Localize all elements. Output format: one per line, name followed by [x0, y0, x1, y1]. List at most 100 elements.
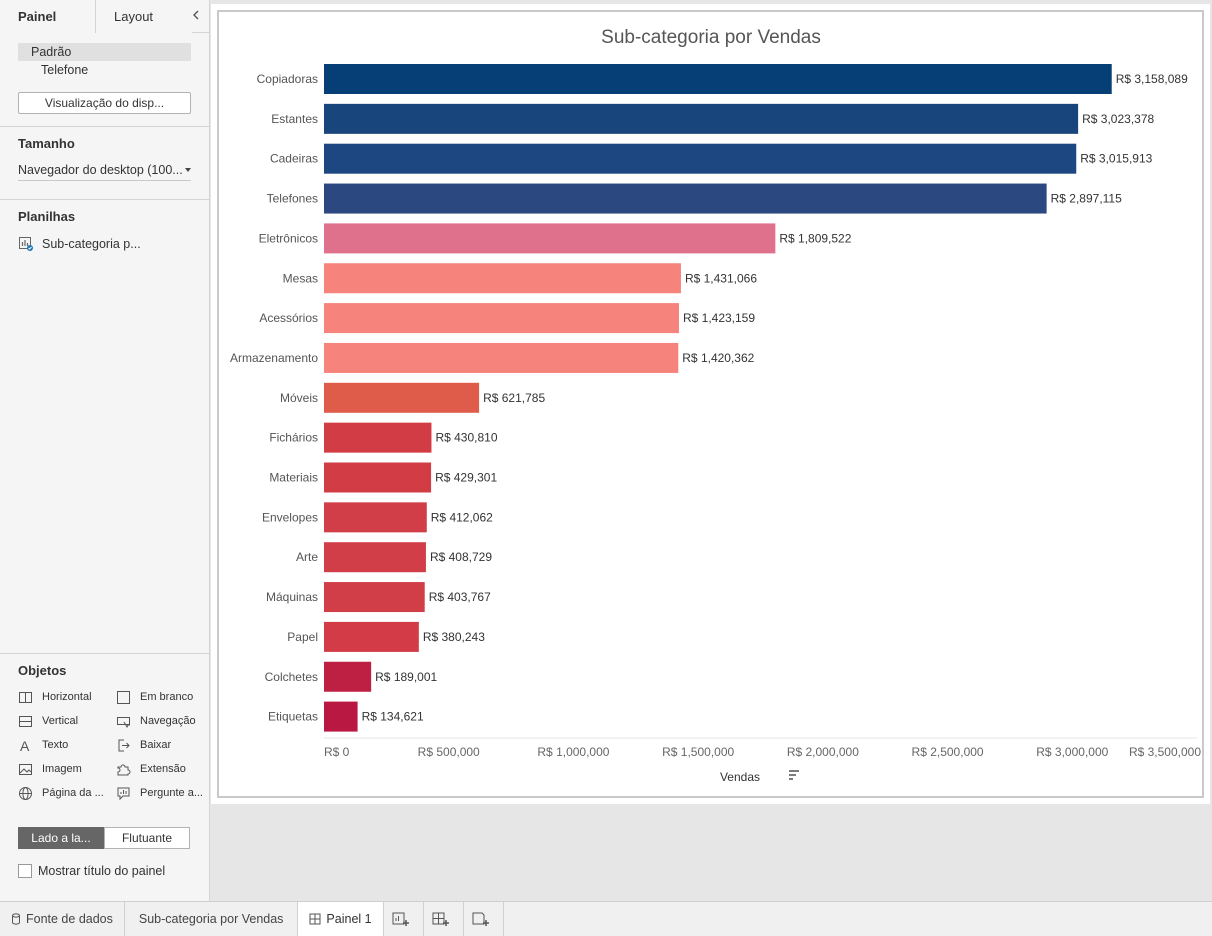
blank-icon [117, 690, 130, 704]
navigation-icon [117, 716, 130, 728]
bar-row: Arte R$ 408,729 [296, 542, 492, 573]
object-label: Navegação [140, 715, 196, 727]
device-item-phone[interactable]: Telefone [41, 63, 89, 77]
bar-row: Eletrônicos R$ 1,809,522 [259, 223, 852, 254]
object-horizontal[interactable]: Horizontal [18, 688, 116, 706]
bar[interactable] [324, 342, 679, 373]
bar-row: Etiquetas R$ 134,621 [268, 701, 424, 732]
tab-layout[interactable]: Layout [96, 0, 192, 33]
object-blank[interactable]: Em branco [116, 688, 214, 706]
object-navigation[interactable]: Navegação [116, 712, 214, 730]
category-label: Etiquetas [268, 710, 318, 724]
size-dropdown[interactable]: Navegador do desktop (100... [18, 159, 191, 181]
object-label: Extensão [140, 763, 186, 775]
data-label: R$ 1,809,522 [779, 231, 851, 245]
bar[interactable] [324, 502, 427, 533]
show-title-checkbox[interactable] [18, 864, 32, 878]
floating-toggle-button[interactable]: Flutuante [104, 827, 190, 849]
tab-painel[interactable]: Painel [0, 0, 96, 33]
worksheet-icon [19, 237, 33, 251]
new-dashboard-icon [432, 912, 449, 926]
object-label: Pergunte a... [140, 787, 203, 799]
category-label: Mesas [283, 271, 318, 285]
object-label: Texto [42, 739, 69, 751]
object-label: Em branco [140, 691, 194, 703]
category-label: Estantes [271, 112, 318, 126]
bar[interactable] [324, 303, 679, 334]
bar-row: Copiadoras R$ 3,158,089 [257, 64, 1188, 94]
tiled-toggle-button[interactable]: Lado a la... [18, 827, 104, 849]
new-dashboard-button[interactable] [424, 902, 464, 936]
category-label: Copiadoras [257, 72, 318, 86]
new-story-icon [472, 912, 489, 926]
show-title-option[interactable]: Mostrar título do painel [18, 864, 165, 878]
object-download[interactable]: Baixar [116, 736, 214, 754]
tab-label: Fonte de dados [26, 912, 113, 926]
bar[interactable] [324, 103, 1079, 134]
x-tick-label: R$ 1,500,000 [662, 745, 734, 759]
bar[interactable] [324, 661, 372, 692]
chevron-down-icon [185, 167, 191, 172]
bar[interactable] [324, 64, 1112, 94]
bar[interactable] [324, 183, 1047, 214]
category-label: Armazenamento [230, 351, 318, 365]
bar[interactable] [324, 422, 432, 453]
tab-label: Painel 1 [326, 912, 372, 926]
bar[interactable] [324, 582, 425, 613]
new-worksheet-button[interactable] [384, 902, 424, 936]
data-label: R$ 134,621 [362, 710, 424, 724]
object-label: Imagem [42, 763, 82, 775]
bar[interactable] [324, 542, 426, 573]
sort-icon[interactable] [789, 770, 799, 780]
dashboard-icon [309, 913, 321, 925]
object-image[interactable]: Imagem [18, 760, 116, 778]
object-text[interactable]: A Texto [18, 736, 116, 754]
bar[interactable] [324, 621, 419, 652]
device-section: Padrão Telefone Visualização do disp... [0, 33, 209, 127]
object-ask-data[interactable]: Pergunte a... [116, 784, 214, 802]
data-label: R$ 430,810 [435, 431, 497, 445]
object-web-page[interactable]: Página da ... [18, 784, 116, 802]
collapse-panel-icon[interactable] [189, 8, 203, 22]
object-vertical[interactable]: Vertical [18, 712, 116, 730]
category-label: Papel [287, 630, 318, 644]
bar[interactable] [324, 701, 358, 732]
object-label: Horizontal [42, 691, 92, 703]
bar-row: Fichários R$ 430,810 [269, 422, 498, 453]
category-label: Máquinas [266, 590, 318, 604]
data-label: R$ 412,062 [431, 510, 493, 524]
tab-worksheet[interactable]: Sub-categoria por Vendas [125, 902, 299, 936]
bar-row: Móveis R$ 621,785 [280, 382, 545, 413]
objects-title: Objetos [18, 663, 67, 678]
category-label: Colchetes [265, 670, 318, 684]
bar-row: Mesas R$ 1,431,066 [283, 263, 757, 294]
category-label: Móveis [280, 391, 318, 405]
object-extension[interactable]: Extensão [116, 760, 214, 778]
data-label: R$ 403,767 [429, 590, 491, 604]
x-tick-label: R$ 1,000,000 [537, 745, 609, 759]
x-tick-label: R$ 2,000,000 [787, 745, 859, 759]
data-label: R$ 3,158,089 [1116, 72, 1188, 86]
sheet-item[interactable]: Sub-categoria p... [0, 226, 209, 262]
image-icon [19, 763, 32, 775]
bar[interactable] [324, 263, 681, 294]
bar[interactable] [324, 462, 432, 493]
tab-data-source[interactable]: Fonte de dados [0, 902, 125, 936]
bar-row: Envelopes R$ 412,062 [262, 502, 493, 533]
chart-frame[interactable]: Sub-categoria por Vendas Copiadoras R$ 3,… [217, 10, 1204, 798]
bar[interactable] [324, 382, 480, 413]
data-label: R$ 1,431,066 [685, 271, 757, 285]
object-label: Baixar [140, 739, 172, 751]
new-story-button[interactable] [464, 902, 504, 936]
bar[interactable] [324, 223, 776, 254]
device-preview-button[interactable]: Visualização do disp... [18, 92, 191, 114]
vertical-icon [19, 715, 32, 727]
data-label: R$ 2,897,115 [1051, 192, 1122, 206]
database-icon [12, 913, 20, 925]
web-page-icon [19, 786, 32, 800]
data-label: R$ 408,729 [430, 550, 492, 564]
bar[interactable] [324, 143, 1077, 174]
tab-dashboard[interactable]: Painel 1 [298, 902, 384, 936]
device-item-default[interactable]: Padrão [18, 43, 191, 61]
layout-toggle: Lado a la... Flutuante [18, 827, 190, 849]
